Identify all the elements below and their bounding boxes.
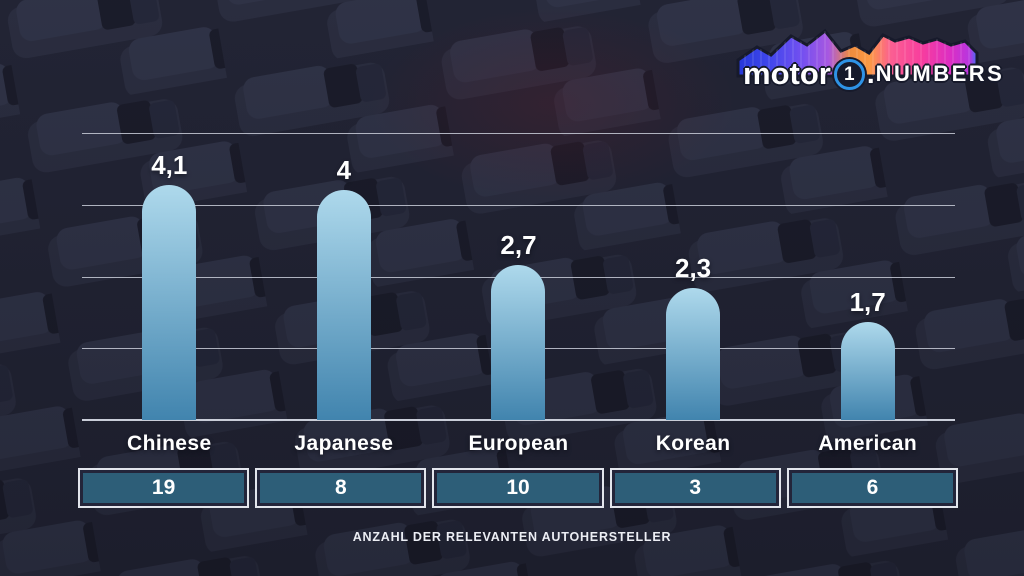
logo-text-dot: . (866, 58, 875, 89)
count-box-american: 6 (786, 468, 959, 508)
category-label-american: American (818, 432, 918, 455)
gridline (82, 204, 955, 206)
count-value: 6 (791, 473, 954, 503)
logo-text-one: 1 (844, 63, 855, 85)
bar-group-chinese: 4,1 (82, 133, 257, 420)
count-value: 8 (260, 473, 422, 503)
bar-value-label: 2,3 (675, 253, 712, 283)
bar-japanese (316, 190, 371, 420)
count-value: 19 (83, 473, 245, 503)
chart-caption: ANZAHL DER RELEVANTEN AUTOHERSTELLER (352, 530, 672, 544)
bar-chart-plot-area: 4,1 4 2,7 2,3 1,7 (82, 133, 955, 421)
bar-chinese (142, 185, 197, 420)
count-box-european: 10 (432, 468, 604, 508)
bar-group-japanese: 4 (257, 133, 432, 420)
bar-group-korean: 2,3 (606, 133, 781, 420)
category-labels-row: Chinese Japanese European Korean American (82, 432, 955, 456)
bar-group-european: 2,7 (431, 133, 606, 420)
gridline (82, 133, 955, 134)
bar-american (840, 322, 895, 420)
count-boxes-row: 19 8 10 3 6 (78, 468, 959, 508)
brand-logo: motor 1 . NUMBERS (735, 26, 1002, 94)
bar-korean (666, 288, 721, 420)
category-label-japanese: Japanese (294, 432, 394, 455)
x-axis-line (82, 419, 955, 421)
category-label-chinese: Chinese (127, 432, 212, 455)
count-box-chinese: 19 (78, 468, 250, 508)
bar-european (491, 265, 546, 420)
bar-value-label: 1,7 (849, 287, 886, 317)
logo-wordmark: motor 1 . NUMBERS (743, 56, 1004, 92)
bar-value-label: 4 (336, 155, 352, 185)
bar-group-american: 1,7 (780, 133, 955, 420)
logo-mountain-graph (736, 28, 979, 78)
logo-text-motor: motor (743, 56, 831, 91)
logo-text-numbers: NUMBERS (875, 61, 1005, 86)
count-box-japanese: 8 (255, 468, 427, 508)
category-label-european: European (468, 432, 569, 455)
category-label-korean: Korean (655, 432, 731, 455)
count-box-korean: 3 (609, 468, 781, 508)
count-value: 3 (614, 473, 776, 503)
bar-value-label: 4,1 (151, 150, 188, 180)
count-value: 10 (437, 473, 599, 503)
logo-one-circle-icon: 1 (833, 58, 865, 90)
bar-value-label: 2,7 (500, 230, 537, 260)
bar-series: 4,1 4 2,7 2,3 1,7 (82, 133, 955, 420)
